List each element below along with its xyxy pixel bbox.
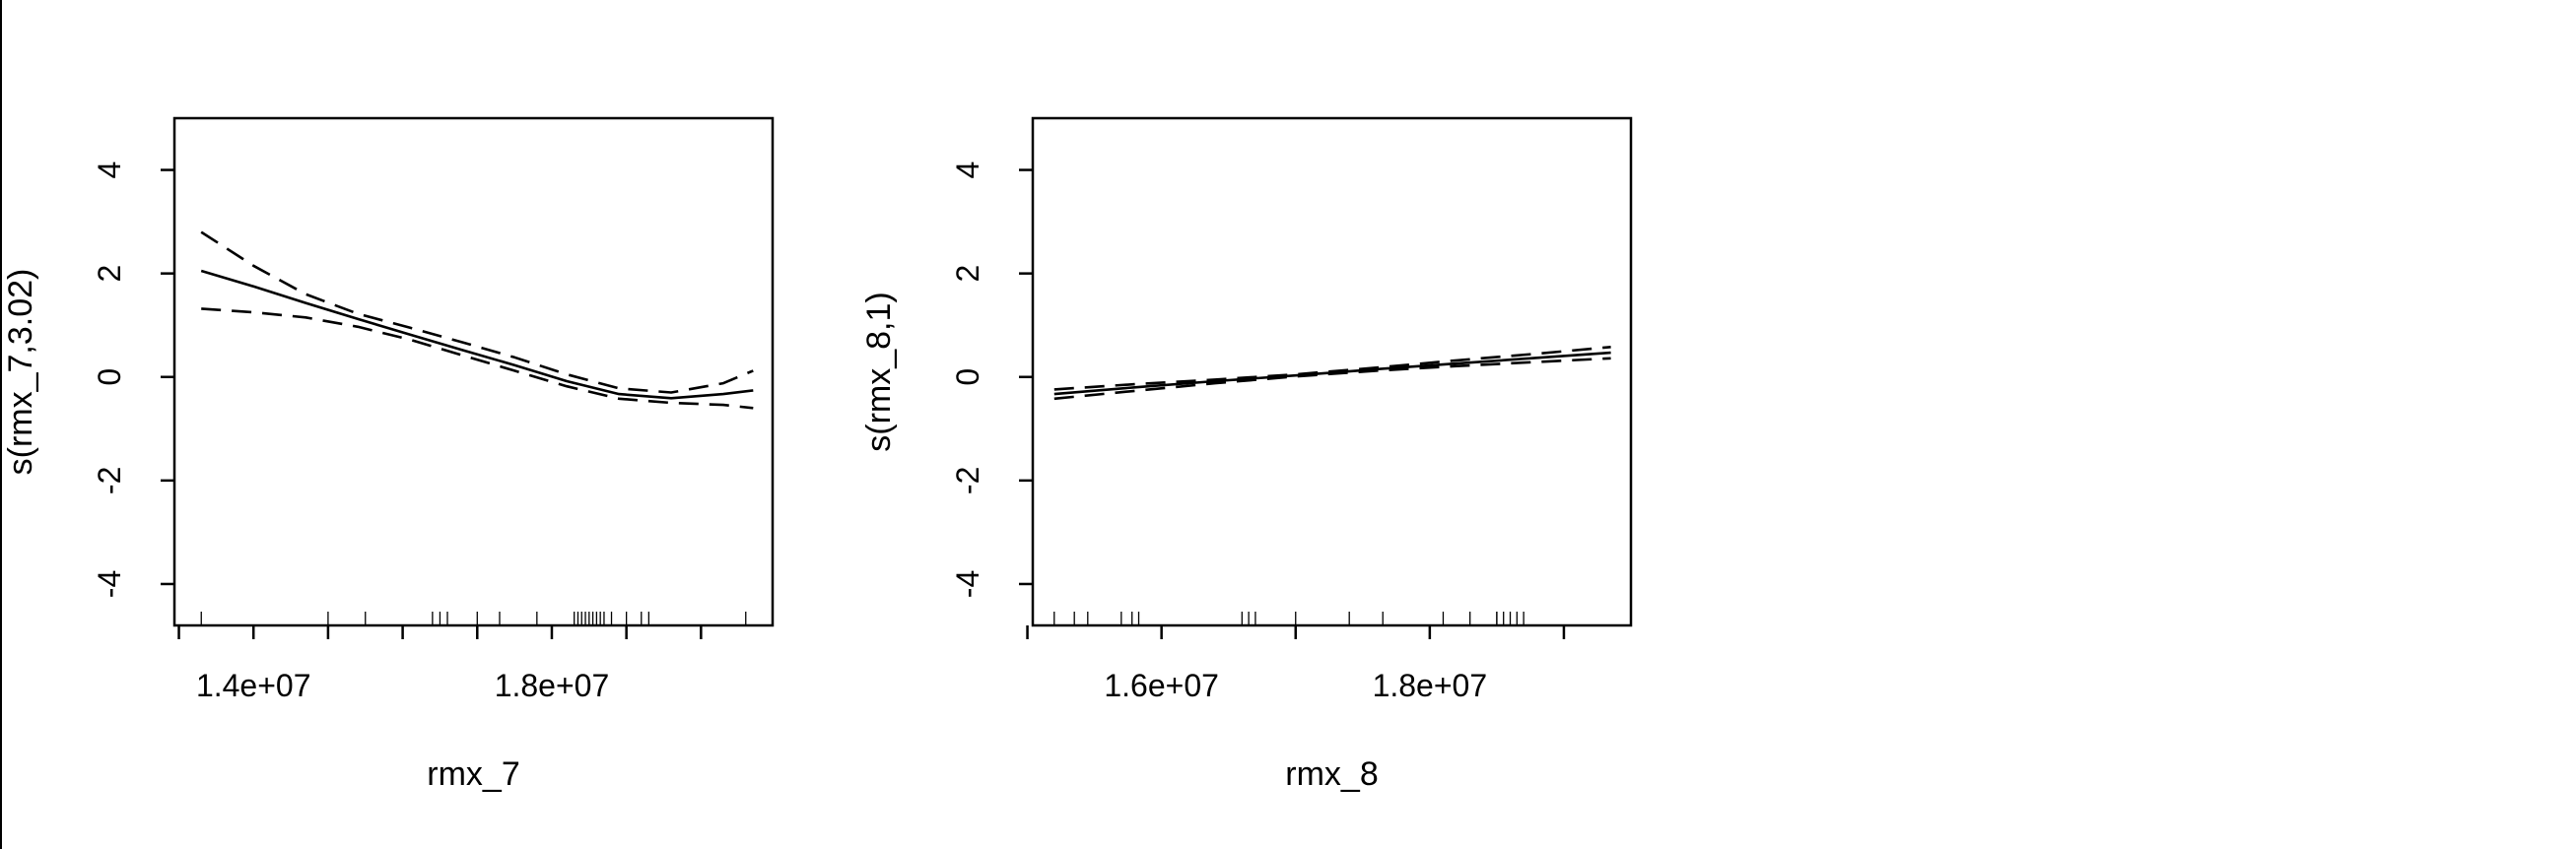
x-tick-label: 1.8e+07 [495, 668, 610, 703]
panel-1: 1.4e+07 1.8e+07 -4 -2 0 2 4 rmx_7 s(rmx_7,3.02) [2, 116, 775, 793]
plot-frame [172, 116, 775, 627]
confidence-band-line [1053, 357, 1611, 401]
y-tick-label: 2 [92, 265, 127, 283]
y-tick-label: -2 [950, 467, 985, 494]
confidence-band-line [201, 307, 754, 410]
x-axis-label: rmx_7 [427, 755, 519, 793]
y-tick-label: 2 [950, 265, 985, 283]
y-tick-label: 0 [950, 368, 985, 386]
y-axis-label: s(rmx_8,1) [860, 292, 898, 451]
y-tick-label: 4 [950, 162, 985, 179]
y-axis-label: s(rmx_7,3.02) [2, 269, 39, 476]
y-tick-label: -4 [92, 570, 127, 598]
x-tick-label: 1.4e+07 [196, 668, 311, 703]
y-tick-label: -2 [92, 467, 127, 494]
panel-2: 1.6e+07 1.8e+07 -4 -2 0 2 4 rmx_8 s(rmx_8,1) [860, 116, 1633, 793]
y-tick-label: 0 [92, 368, 127, 386]
y-tick-label: -4 [950, 570, 985, 598]
y-tick-label: 4 [92, 162, 127, 179]
confidence-band-line [1053, 346, 1611, 391]
confidence-band-line [200, 230, 754, 394]
plot-frame [1031, 116, 1633, 627]
x-axis-label: rmx_8 [1285, 755, 1378, 793]
x-tick-label: 1.8e+07 [1373, 668, 1488, 703]
x-tick-label: 1.6e+07 [1104, 668, 1219, 703]
smooth-estimate-line [200, 269, 754, 400]
left-border-line [0, 0, 2, 849]
